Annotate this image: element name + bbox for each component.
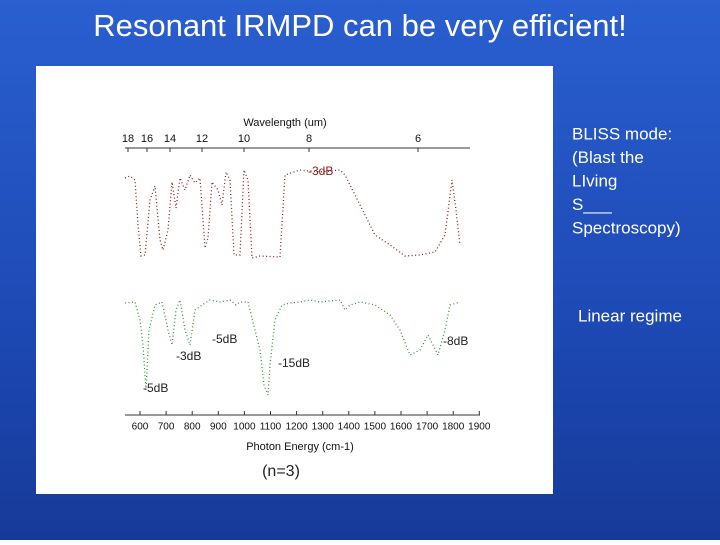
bottom-tick-label: 1600: [390, 422, 413, 433]
note-line: BLISS mode:: [572, 124, 672, 143]
annotation: -5dB: [212, 332, 237, 346]
top-tick-label: 16: [141, 133, 153, 145]
bottom-axis-label: Photon Energy (cm-1): [246, 441, 354, 453]
annotation: -15dB: [278, 356, 310, 370]
note-line: S___: [572, 195, 612, 214]
top-tick-label: 18: [122, 133, 134, 145]
note-line: LIving: [572, 171, 617, 190]
bottom-tick-label: 600: [132, 422, 149, 433]
note-line: Spectroscopy): [572, 218, 681, 237]
bottom-tick-label: 900: [210, 422, 227, 433]
bottom-tick-label: 1300: [312, 422, 335, 433]
annotations: -3dB -5dB -3dB -15dB -8dB -5dB: [143, 164, 468, 395]
spectrum-trace: [124, 297, 461, 396]
bottom-tick-label: 1000: [233, 422, 256, 433]
slide-title: Resonant IRMPD can be very efficient!: [93, 8, 627, 43]
top-tick-label: 14: [164, 133, 176, 145]
top-tick-label: 8: [306, 133, 312, 145]
top-axis-label: Wavelength (um): [243, 117, 326, 129]
bottom-tick-label: 1900: [468, 422, 491, 433]
figure-panel: [36, 66, 553, 494]
annotation: -3dB: [176, 349, 201, 363]
top-tick-label: 6: [415, 133, 421, 145]
bottom-tick-label: 1400: [338, 422, 361, 433]
annotation: -8dB: [443, 334, 468, 348]
bottom-tick-label: 1100: [260, 422, 282, 433]
note-line: (Blast the: [572, 148, 644, 167]
bottom-tick-label: 1800: [442, 422, 465, 433]
bottom-tick-label: 1500: [364, 422, 387, 433]
bottom-tick-label: 1200: [285, 422, 308, 433]
top-tick-label: 10: [238, 133, 250, 145]
bottom-tick-label: 1700: [416, 422, 439, 433]
figure-caption: (n=3): [262, 463, 300, 480]
notes: BLISS mode: (Blast the LIving S___ Spectrosc…: [572, 124, 681, 237]
annotation: -5dB: [143, 381, 168, 395]
top-tick-label: 12: [196, 133, 208, 145]
regime-label: Linear regime: [578, 306, 682, 325]
bottom-tick-label: 700: [158, 422, 175, 433]
annotation: -3dB: [308, 164, 333, 178]
bottom-tick-label: 800: [184, 422, 201, 433]
